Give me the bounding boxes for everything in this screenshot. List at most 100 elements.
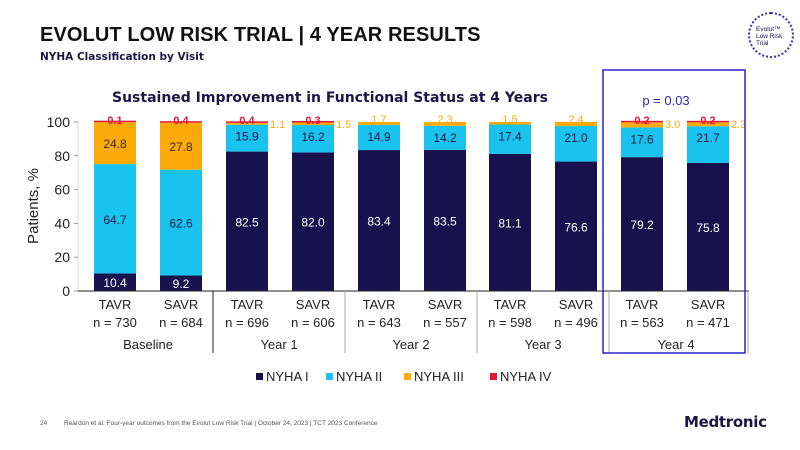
bar-segment-nyha4: [160, 121, 202, 123]
category-arm-label: TAVR: [626, 297, 659, 312]
data-label-nyha4: 0.3: [305, 115, 320, 127]
group-label: Year 2: [392, 337, 429, 352]
bar-segment-nyha2: [424, 125, 466, 150]
legend-label-nyha2: NYHA II: [336, 369, 382, 384]
data-label-nyha4: 0.1: [107, 115, 122, 127]
category-arm-label: TAVR: [494, 297, 527, 312]
category-n-label: n = 557: [423, 315, 467, 330]
medtronic-logo: Medtronic: [684, 413, 767, 431]
data-label-nyha1: 82.0: [301, 216, 325, 230]
data-label-nyha1: 10.4: [103, 276, 127, 290]
group-label: Year 4: [657, 337, 694, 352]
data-label-nyha1: 83.4: [367, 215, 391, 229]
group-label: Year 1: [260, 337, 297, 352]
legend-swatch-nyha4: [490, 373, 497, 380]
bar-segment-nyha3: [94, 122, 136, 165]
data-label-nyha3: 24.8: [103, 137, 127, 151]
bar-segment-nyha2: [292, 125, 334, 153]
data-label-nyha3: 2.3: [437, 114, 452, 126]
legend-label-nyha4: NYHA IV: [500, 369, 552, 384]
data-label-nyha4: 0.2: [634, 115, 649, 127]
bar-segment-nyha2: [489, 124, 531, 154]
bar-segment-nyha1: [621, 157, 663, 291]
page-number: 24: [40, 420, 48, 427]
data-label-nyha2: 16.2: [301, 130, 325, 144]
bar-segment-nyha3: [160, 122, 202, 170]
data-label-nyha2: 62.6: [169, 217, 193, 231]
bar-segment-nyha1: [292, 152, 334, 291]
y-tick-label: 60: [54, 182, 70, 198]
category-n-label: n = 496: [554, 315, 598, 330]
category-arm-label: SAVR: [296, 297, 330, 312]
bar-segment-nyha3: [424, 122, 466, 126]
data-label-nyha1: 81.1: [498, 216, 522, 230]
legend-swatch-nyha1: [256, 373, 263, 380]
data-label-nyha2: 15.9: [235, 130, 259, 144]
data-label-nyha3: 3.0: [665, 119, 680, 131]
bar-segment-nyha1: [160, 275, 202, 291]
data-label-nyha2: 14.2: [433, 131, 457, 145]
bar-segment-nyha4: [621, 120, 663, 123]
category-arm-label: TAVR: [363, 297, 396, 312]
data-label-nyha1: 76.6: [564, 220, 588, 234]
y-tick-label: 0: [62, 283, 70, 299]
bar-segment-nyha1: [424, 149, 466, 291]
chart-title: Sustained Improvement in Functional Stat…: [112, 90, 548, 106]
bar-segment-nyha4: [687, 120, 729, 123]
category-n-label: n = 643: [357, 315, 401, 330]
category-n-label: n = 696: [225, 315, 269, 330]
category-arm-label: SAVR: [164, 297, 198, 312]
data-label-nyha1: 82.5: [235, 215, 259, 229]
category-arm-label: SAVR: [428, 297, 462, 312]
bar-segment-nyha4: [94, 120, 136, 123]
data-label-nyha1: 75.8: [696, 221, 720, 235]
category-n-label: n = 730: [93, 315, 137, 330]
legend-swatch-nyha2: [326, 373, 333, 380]
data-label-nyha2: 21.0: [564, 131, 588, 145]
category-n-label: n = 563: [620, 315, 664, 330]
category-arm-label: TAVR: [231, 297, 264, 312]
bar-segment-nyha1: [489, 153, 531, 291]
y-tick-label: 100: [47, 114, 71, 130]
bar-segment-nyha3: [555, 122, 597, 127]
y-axis-label: Patients, %: [25, 168, 42, 244]
data-label-nyha2: 21.7: [696, 131, 720, 145]
legend-label-nyha1: NYHA I: [266, 369, 309, 384]
bar-segment-nyha2: [687, 126, 729, 163]
data-label-nyha2: 17.4: [498, 130, 522, 144]
data-label-nyha3: 27.8: [169, 140, 193, 154]
bar-segment-nyha3: [621, 122, 663, 128]
p-value-annotation: p = 0.03: [642, 93, 689, 108]
data-label-nyha3: 1.1: [270, 119, 285, 131]
legend-swatch-nyha3: [404, 373, 411, 380]
group-label: Baseline: [123, 337, 173, 352]
data-label-nyha4: 0.4: [173, 115, 189, 127]
evolut-low-risk-trial-logo: Evolut™ Low Risk Trial: [748, 12, 794, 58]
category-arm-label: TAVR: [99, 297, 132, 312]
data-label-nyha4: 0.4: [239, 115, 255, 127]
logo-text: Evolut™ Low Risk Trial: [756, 26, 783, 47]
y-tick-label: 80: [54, 148, 70, 164]
data-label-nyha3: 1.5: [502, 114, 517, 126]
data-label-nyha2: 14.9: [367, 130, 391, 144]
category-n-label: n = 471: [686, 315, 730, 330]
bar-segment-nyha1: [687, 162, 729, 291]
y-tick-label: 40: [54, 215, 70, 231]
bar-segment-nyha2: [160, 169, 202, 276]
data-label-nyha2: 64.7: [103, 213, 127, 227]
bar-segment-nyha3: [226, 122, 268, 125]
slide-subtitle: NYHA Classification by Visit: [40, 51, 204, 63]
legend-label-nyha3: NYHA III: [414, 369, 464, 384]
data-label-nyha1: 83.5: [433, 214, 457, 228]
bar-segment-nyha2: [226, 124, 268, 152]
bar-segment-nyha2: [94, 164, 136, 274]
data-label-nyha2: 17.6: [630, 132, 654, 146]
bar-segment-nyha1: [358, 150, 400, 291]
footer-citation: Reardon et al. Four-year outcomes from t…: [64, 420, 378, 427]
data-label-nyha1: 9.2: [173, 277, 190, 291]
bar-segment-nyha2: [621, 127, 663, 158]
y-tick-label: 20: [54, 249, 70, 265]
data-label-nyha3: 1.5: [336, 119, 351, 131]
group-label: Year 3: [524, 337, 561, 352]
